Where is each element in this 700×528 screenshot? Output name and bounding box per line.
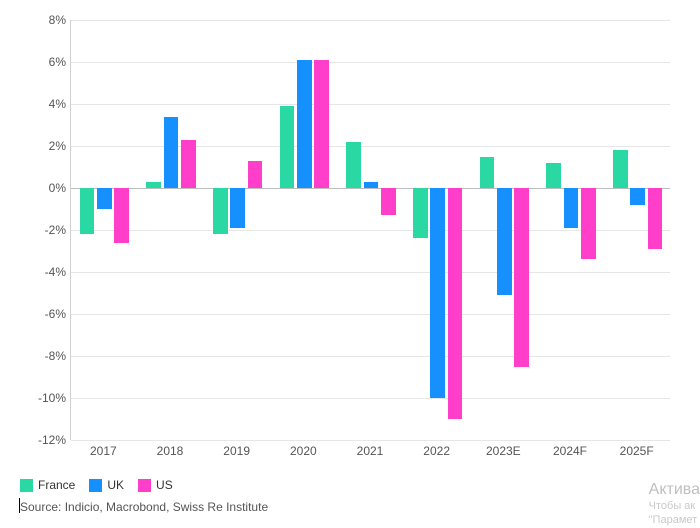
x-axis-label: 2018 — [157, 444, 184, 458]
y-axis-label: -2% — [26, 223, 66, 237]
gridline — [71, 356, 670, 357]
legend-swatch — [138, 479, 151, 492]
gridline — [71, 272, 670, 273]
watermark-line: "Парамет — [649, 514, 700, 528]
legend-swatch — [20, 479, 33, 492]
bar — [114, 188, 129, 243]
x-axis-label: 2022 — [423, 444, 450, 458]
bar — [630, 188, 645, 205]
bar — [497, 188, 512, 295]
legend-item: France — [20, 478, 75, 492]
bar — [381, 188, 396, 215]
y-axis-label: 2% — [26, 139, 66, 153]
gridline — [71, 314, 670, 315]
activation-watermark: Актива Чтобы ак "Парамет — [649, 480, 700, 528]
gridline — [71, 20, 670, 21]
bar — [280, 106, 295, 188]
bar — [97, 188, 112, 209]
bar — [514, 188, 529, 367]
bar — [314, 60, 329, 188]
bar — [448, 188, 463, 419]
bar — [648, 188, 663, 249]
bar — [430, 188, 445, 398]
legend-label: UK — [107, 478, 124, 492]
bar — [364, 182, 379, 188]
bar — [80, 188, 95, 234]
y-axis-label: -6% — [26, 307, 66, 321]
legend-label: France — [38, 478, 75, 492]
bar — [297, 60, 312, 188]
bar — [480, 157, 495, 189]
bar — [248, 161, 263, 188]
watermark-line: Актива — [649, 480, 700, 500]
x-axis-label: 2017 — [90, 444, 117, 458]
source-text: Source: Indicio, Macrobond, Swiss Re Ins… — [20, 500, 268, 514]
bar — [213, 188, 228, 234]
bar — [181, 140, 196, 188]
watermark-line: Чтобы ак — [649, 500, 700, 514]
y-axis-label: 0% — [26, 181, 66, 195]
legend-item: UK — [89, 478, 124, 492]
gridline — [71, 104, 670, 105]
bar — [413, 188, 428, 238]
y-axis-label: -12% — [26, 433, 66, 447]
y-axis-label: -10% — [26, 391, 66, 405]
x-axis-label: 2024F — [553, 444, 587, 458]
y-axis-label: 4% — [26, 97, 66, 111]
chart-container: -12% -10% -8% -6% -4% -2% 0% 2% 4% 6% 8% 2017 2018 20… — [20, 10, 680, 470]
y-axis-label: 8% — [26, 13, 66, 27]
y-axis-label: -8% — [26, 349, 66, 363]
legend-item: US — [138, 478, 173, 492]
x-axis-label: 2021 — [357, 444, 384, 458]
bar — [613, 150, 628, 188]
bar — [346, 142, 361, 188]
gridline — [71, 440, 670, 441]
gridline — [71, 146, 670, 147]
gridline — [71, 398, 670, 399]
y-axis-label: 6% — [26, 55, 66, 69]
gridline — [71, 62, 670, 63]
bar — [230, 188, 245, 228]
x-axis-label: 2025F — [620, 444, 654, 458]
x-axis-label: 2020 — [290, 444, 317, 458]
legend-swatch — [89, 479, 102, 492]
legend-label: US — [156, 478, 173, 492]
x-axis-label: 2023E — [486, 444, 521, 458]
bar — [564, 188, 579, 228]
legend: France UK US — [20, 478, 173, 492]
bar — [581, 188, 596, 259]
bar — [546, 163, 561, 188]
bar — [164, 117, 179, 188]
y-axis-label: -4% — [26, 265, 66, 279]
x-axis-label: 2019 — [223, 444, 250, 458]
bar — [146, 182, 161, 188]
plot-area — [70, 20, 670, 440]
